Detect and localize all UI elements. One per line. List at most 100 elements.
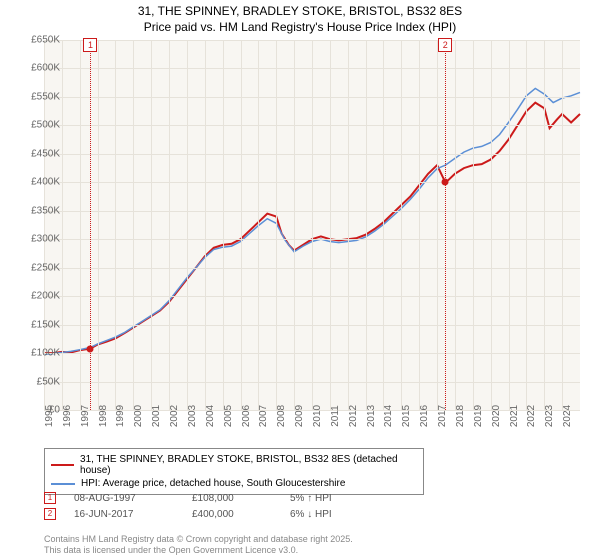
x-axis-tick-label: 2000: [133, 405, 144, 427]
gridline-vertical: [348, 40, 349, 410]
gridline-vertical: [330, 40, 331, 410]
title-line-1: 31, THE SPINNEY, BRADLEY STOKE, BRISTOL,…: [0, 4, 600, 20]
chart-title: 31, THE SPINNEY, BRADLEY STOKE, BRISTOL,…: [0, 0, 600, 35]
gridline-vertical: [383, 40, 384, 410]
x-axis-tick-label: 1996: [62, 405, 73, 427]
legend-swatch: [51, 483, 75, 485]
x-axis-tick-label: 2017: [437, 405, 448, 427]
y-axis-tick-label: £400K: [20, 177, 60, 188]
gridline-vertical: [258, 40, 259, 410]
sale-price: £108,000: [192, 493, 272, 504]
y-axis-tick-label: £500K: [20, 120, 60, 131]
sale-marker-line: [90, 40, 91, 410]
gridline-vertical: [401, 40, 402, 410]
x-axis-tick-label: 2007: [258, 405, 269, 427]
gridline-vertical: [205, 40, 206, 410]
legend-row: 31, THE SPINNEY, BRADLEY STOKE, BRISTOL,…: [51, 453, 417, 477]
sale-date: 08-AUG-1997: [74, 493, 174, 504]
x-axis-tick-label: 2014: [383, 405, 394, 427]
chart-container: 31, THE SPINNEY, BRADLEY STOKE, BRISTOL,…: [0, 0, 600, 560]
gridline-vertical: [151, 40, 152, 410]
gridline-vertical: [187, 40, 188, 410]
sale-point: [442, 179, 449, 186]
x-axis-tick-label: 2016: [419, 405, 430, 427]
x-axis-tick-label: 2021: [509, 405, 520, 427]
gridline-vertical: [526, 40, 527, 410]
x-axis-tick-label: 2001: [151, 405, 162, 427]
y-axis-tick-label: £200K: [20, 291, 60, 302]
x-axis-tick-label: 2002: [169, 405, 180, 427]
x-axis-tick-label: 2023: [544, 405, 555, 427]
x-axis-tick-label: 1999: [115, 405, 126, 427]
legend-label: HPI: Average price, detached house, Sout…: [81, 478, 345, 489]
x-axis-tick-label: 2004: [205, 405, 216, 427]
sale-row-marker: 1: [44, 492, 56, 504]
x-axis-tick-label: 2022: [526, 405, 537, 427]
footer-line-1: Contains HM Land Registry data © Crown c…: [44, 534, 353, 545]
footer-attribution: Contains HM Land Registry data © Crown c…: [44, 534, 353, 556]
gridline-vertical: [294, 40, 295, 410]
gridline-vertical: [562, 40, 563, 410]
x-axis-tick-label: 2003: [187, 405, 198, 427]
y-axis-tick-label: £100K: [20, 348, 60, 359]
y-axis-tick-label: £450K: [20, 148, 60, 159]
gridline-vertical: [80, 40, 81, 410]
y-axis-tick-label: £550K: [20, 91, 60, 102]
sales-table: 1 08-AUG-1997 £108,000 5% ↑ HPI 2 16-JUN-2017…: [44, 490, 332, 522]
legend-label: 31, THE SPINNEY, BRADLEY STOKE, BRISTOL,…: [80, 454, 417, 476]
x-axis-tick-label: 2006: [241, 405, 252, 427]
x-axis-tick-label: 2020: [491, 405, 502, 427]
gridline-vertical: [169, 40, 170, 410]
gridline-vertical: [312, 40, 313, 410]
gridline-vertical: [419, 40, 420, 410]
y-axis-tick-label: £350K: [20, 205, 60, 216]
sale-delta: 5% ↑ HPI: [290, 493, 332, 504]
x-axis-tick-label: 2005: [223, 405, 234, 427]
sale-price: £400,000: [192, 509, 272, 520]
sale-marker-line: [445, 40, 446, 410]
gridline-vertical: [241, 40, 242, 410]
gridline-vertical: [491, 40, 492, 410]
sale-date: 16-JUN-2017: [74, 509, 174, 520]
legend: 31, THE SPINNEY, BRADLEY STOKE, BRISTOL,…: [44, 448, 424, 495]
gridline-vertical: [98, 40, 99, 410]
gridline-vertical: [133, 40, 134, 410]
gridline-vertical: [276, 40, 277, 410]
sale-delta: 6% ↓ HPI: [290, 509, 332, 520]
x-axis-tick-label: 1998: [98, 405, 109, 427]
x-axis-tick-label: 2012: [348, 405, 359, 427]
sale-row: 2 16-JUN-2017 £400,000 6% ↓ HPI: [44, 506, 332, 522]
y-axis-tick-label: £150K: [20, 319, 60, 330]
gridline-vertical: [509, 40, 510, 410]
y-axis-tick-label: £600K: [20, 63, 60, 74]
gridline-vertical: [115, 40, 116, 410]
plot-area: 12: [44, 40, 580, 410]
gridline-vertical: [473, 40, 474, 410]
x-axis-tick-label: 2024: [562, 405, 573, 427]
x-axis-tick-label: 2009: [294, 405, 305, 427]
gridline-vertical: [455, 40, 456, 410]
gridline-vertical: [62, 40, 63, 410]
x-axis-tick-label: 2018: [455, 405, 466, 427]
x-axis-tick-label: 2008: [276, 405, 287, 427]
x-axis-tick-label: 1995: [44, 405, 55, 427]
sale-point: [87, 345, 94, 352]
sale-marker-box: 1: [83, 38, 97, 52]
title-line-2: Price paid vs. HM Land Registry's House …: [0, 20, 600, 36]
x-axis-tick-label: 2010: [312, 405, 323, 427]
x-axis-tick-label: 2019: [473, 405, 484, 427]
sale-row: 1 08-AUG-1997 £108,000 5% ↑ HPI: [44, 490, 332, 506]
gridline-vertical: [366, 40, 367, 410]
x-axis-tick-label: 2011: [330, 405, 341, 427]
y-axis-tick-label: £50K: [20, 376, 60, 387]
gridline-vertical: [544, 40, 545, 410]
gridline-vertical: [437, 40, 438, 410]
gridline-vertical: [223, 40, 224, 410]
sale-row-marker: 2: [44, 508, 56, 520]
x-axis-tick-label: 2013: [366, 405, 377, 427]
footer-line-2: This data is licensed under the Open Gov…: [44, 545, 353, 556]
y-axis-tick-label: £250K: [20, 262, 60, 273]
x-axis-tick-label: 2015: [401, 405, 412, 427]
legend-row: HPI: Average price, detached house, Sout…: [51, 477, 417, 490]
sale-marker-box: 2: [438, 38, 452, 52]
